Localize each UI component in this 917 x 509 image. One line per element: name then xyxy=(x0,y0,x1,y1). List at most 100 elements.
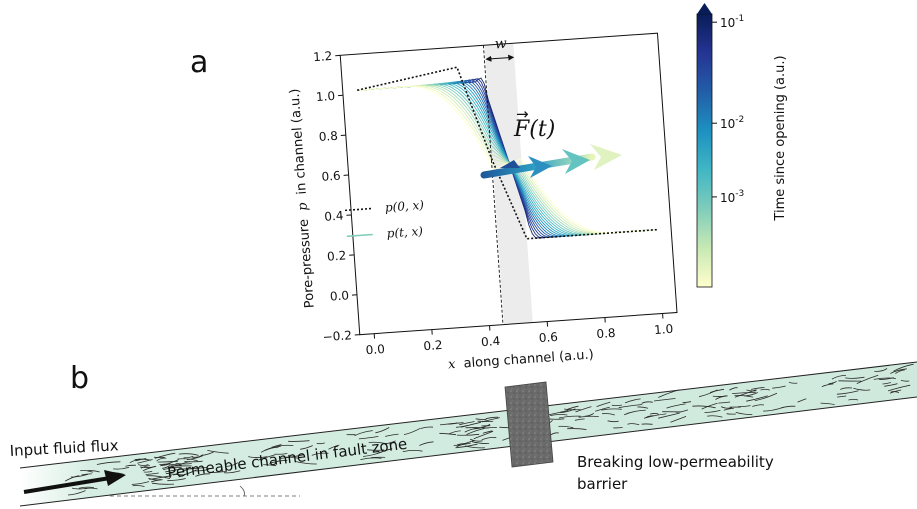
fracture-line xyxy=(80,469,94,473)
barrier-edge-dash xyxy=(482,45,504,325)
fracture-line xyxy=(248,456,268,458)
x-axis-variable: x xyxy=(448,357,457,373)
fracture-line xyxy=(195,473,211,477)
legend-evolving-swatch xyxy=(346,233,373,238)
barrier-band xyxy=(484,43,533,325)
fracture-line xyxy=(900,380,910,382)
fracture-line xyxy=(485,416,499,420)
fracture-line xyxy=(226,462,239,467)
fracture-line xyxy=(874,368,888,372)
fracture-line xyxy=(300,445,313,450)
fracture-line xyxy=(483,427,497,429)
y-axis-variable: p xyxy=(295,201,311,211)
fracture-line xyxy=(154,452,176,459)
fracture-line xyxy=(257,454,276,461)
fracture-line xyxy=(882,382,891,385)
fracture-line xyxy=(264,446,279,451)
y-axis-ticks: −0.2 0.0 0.2 0.4 0.6 0.8 1.0 1.2 xyxy=(313,49,360,344)
fracture-line xyxy=(167,478,186,482)
fracture-line xyxy=(316,442,325,445)
fracture-line xyxy=(448,430,461,435)
fracture-line xyxy=(142,465,157,472)
fracture-line xyxy=(692,405,716,409)
input-flux-arrow xyxy=(23,470,126,494)
fracture-line xyxy=(456,433,480,436)
fracture-line xyxy=(328,444,340,450)
legend-initial-label: p(0, x) xyxy=(384,198,424,215)
fracture-line xyxy=(178,453,199,456)
fracture-line xyxy=(157,460,178,463)
fracture-line xyxy=(189,467,207,470)
x-tick-label: 0.0 xyxy=(365,342,385,357)
panel-b-label: b xyxy=(70,361,89,396)
fracture-line xyxy=(735,412,753,415)
fracture-line xyxy=(285,456,300,459)
fracture-line xyxy=(837,395,847,398)
x-axis-title: x along channel (a.u.) xyxy=(448,347,595,372)
fracture-line xyxy=(596,401,611,407)
fracture-line xyxy=(701,402,718,410)
fracture-line xyxy=(419,441,434,446)
fracture-line xyxy=(186,455,203,461)
fracture-line xyxy=(845,376,865,379)
fracture-line xyxy=(649,413,659,415)
fracture-line xyxy=(682,401,692,404)
fracture-line xyxy=(288,440,310,442)
fracture-line xyxy=(360,457,382,460)
fracture-line xyxy=(670,416,687,423)
barrier-rock xyxy=(504,381,554,468)
fracture-line xyxy=(821,383,834,388)
fracture-line xyxy=(718,401,731,404)
fracture-line xyxy=(263,464,277,467)
fracture-line xyxy=(893,363,914,372)
fracture-line xyxy=(840,387,853,390)
legend: p(0, x) p(t, x) xyxy=(345,198,425,241)
fracture-line xyxy=(129,458,141,464)
fracture-line xyxy=(131,481,150,485)
fracture-line xyxy=(137,459,153,464)
fracture-line xyxy=(836,390,859,395)
legend-evolving-label: p(t, x) xyxy=(386,224,423,241)
fracture-line xyxy=(658,389,680,398)
fracture-line xyxy=(627,423,640,426)
fracture-line xyxy=(162,465,171,469)
fracture-line xyxy=(464,427,479,433)
y-tick-label: 0.8 xyxy=(318,129,338,144)
fracture-line xyxy=(183,455,194,459)
colorbar-ticks: 10-1 10-2 10-3 xyxy=(712,14,744,205)
fracture-line xyxy=(641,401,653,404)
fracture-line xyxy=(274,453,288,455)
x-axis-ticks: 0.0 0.2 0.4 0.6 0.8 1.0 xyxy=(365,313,674,357)
fracture-line xyxy=(734,394,754,398)
colorbar-title: Time since opening (a.u.) xyxy=(773,55,788,221)
fault-channel xyxy=(19,361,917,507)
width-arrow xyxy=(485,54,515,62)
fracture-line xyxy=(666,403,686,409)
fracture-line xyxy=(481,437,497,441)
fracture-line xyxy=(156,457,167,462)
y-tick-label: 0.4 xyxy=(324,209,344,224)
channel-top-edge xyxy=(19,361,917,469)
fracture-line xyxy=(575,406,592,413)
fracture-line xyxy=(734,389,757,398)
fracture-line xyxy=(820,402,835,405)
fracture-line xyxy=(376,448,393,454)
barrier-edge-line xyxy=(482,45,504,325)
channel-fractures xyxy=(64,363,914,496)
fracture-line xyxy=(67,490,86,496)
fracture-line xyxy=(358,436,379,440)
initial-profile-line xyxy=(356,66,657,240)
fracture-line xyxy=(788,381,798,384)
fracture-line xyxy=(723,408,734,411)
dip-angle-indicator xyxy=(110,485,300,497)
x-tick-label: 0.8 xyxy=(596,326,616,341)
fracture-line xyxy=(70,473,89,478)
fracture-line xyxy=(279,454,304,459)
fracture-line xyxy=(738,405,751,407)
fracture-line xyxy=(482,430,493,434)
fracture-line xyxy=(746,395,768,402)
fracture-line xyxy=(564,408,581,411)
fracture-line xyxy=(889,389,902,394)
fracture-line xyxy=(439,422,464,426)
